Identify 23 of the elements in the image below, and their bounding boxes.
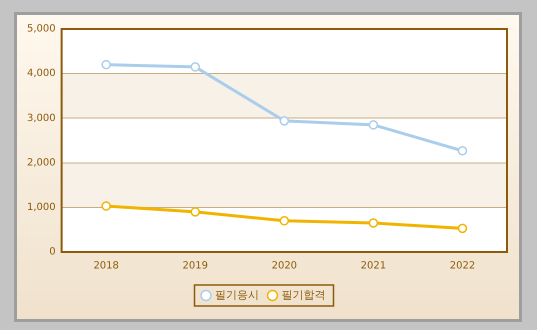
y-tick-label: 1,000 xyxy=(26,202,56,213)
point xyxy=(458,146,468,156)
point xyxy=(190,207,200,217)
point xyxy=(280,216,290,226)
x-tick-label: 2022 xyxy=(450,260,476,272)
legend-label: 필기합격 xyxy=(282,288,326,302)
y-tick-label: 5,000 xyxy=(26,24,56,35)
point xyxy=(190,62,200,72)
y-tick-label: 2,000 xyxy=(26,157,56,168)
point xyxy=(280,116,290,126)
legend-label: 필기응시 xyxy=(215,288,259,302)
x-tick-label: 2018 xyxy=(93,260,119,272)
x-tick-label: 2020 xyxy=(272,260,298,272)
y-tick-label: 4,000 xyxy=(26,68,56,80)
x-tick-label: 2019 xyxy=(182,260,208,272)
point xyxy=(458,224,468,234)
y-tick-label: 0 xyxy=(49,246,56,258)
x-tick-label: 2021 xyxy=(360,260,386,272)
point xyxy=(101,201,111,211)
point xyxy=(101,60,111,70)
point xyxy=(368,218,378,228)
y-tick-label: 3,000 xyxy=(26,112,56,124)
point xyxy=(368,120,378,130)
